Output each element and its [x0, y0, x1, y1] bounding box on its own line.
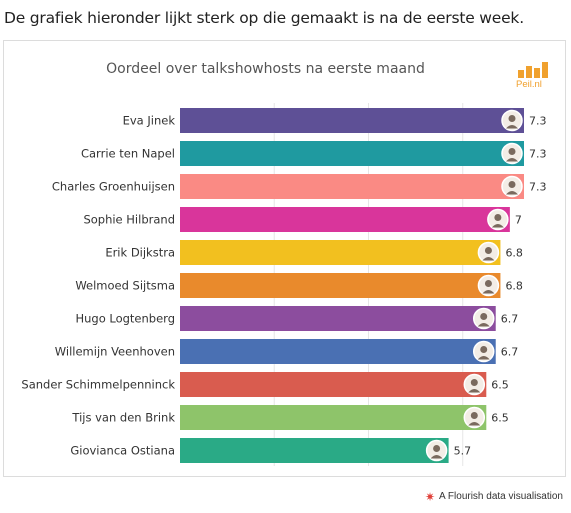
- flourish-credit[interactable]: ✷ A Flourish data visualisation: [424, 489, 563, 504]
- host-avatar-icon: [463, 406, 486, 429]
- category-label: Charles Groenhuijsen: [52, 180, 175, 194]
- category-label: Hugo Logtenberg: [75, 312, 175, 326]
- category-label: Sophie Hilbrand: [83, 213, 175, 227]
- host-avatar-icon: [472, 307, 495, 330]
- flourish-credit-text: A Flourish data visualisation: [439, 491, 563, 502]
- value-label: 7.3: [529, 181, 547, 194]
- host-avatar-icon: [477, 274, 500, 297]
- category-label: Welmoed Sijtsma: [75, 279, 175, 293]
- bar: [180, 108, 524, 133]
- peil-logo-text: Peil.nl: [516, 79, 542, 90]
- bar: [180, 339, 496, 364]
- peil-logo[interactable]: Peil.nl: [516, 62, 550, 92]
- bar: [180, 207, 510, 232]
- category-label: Giovianca Ostiana: [70, 444, 175, 458]
- value-label: 7.3: [529, 148, 547, 161]
- chart-title: Oordeel over talkshowhosts na eerste maa…: [106, 61, 425, 77]
- host-avatar-icon: [487, 208, 509, 231]
- value-label: 6.8: [505, 247, 523, 260]
- value-label: 7.3: [529, 115, 547, 128]
- value-label: 6.7: [501, 313, 519, 326]
- category-label: Erik Dijkstra: [105, 246, 175, 260]
- intro-text: De grafiek hieronder lijkt sterk op die …: [4, 9, 524, 27]
- host-avatar-icon: [472, 340, 495, 363]
- value-label: 6.5: [491, 412, 509, 425]
- bar: [180, 306, 496, 331]
- bar: [180, 174, 524, 199]
- bars: Eva Jinek 7.3 Carrie ten Napel 7.3 Charles G…: [21, 108, 547, 463]
- bar: [180, 405, 487, 430]
- bar: [180, 273, 501, 298]
- host-avatar-icon: [501, 175, 523, 198]
- category-label: Carrie ten Napel: [81, 147, 175, 161]
- value-label: 6.5: [491, 379, 509, 392]
- bar: [180, 372, 487, 397]
- flourish-asterisk-icon: ✷: [424, 489, 436, 504]
- value-label: 5.7: [454, 445, 472, 458]
- bar: [180, 240, 501, 265]
- host-avatar-icon: [501, 109, 523, 132]
- bar: [180, 438, 449, 463]
- bar: [180, 141, 524, 166]
- value-label: 6.7: [501, 346, 519, 359]
- host-avatar-icon: [425, 439, 448, 462]
- value-label: 7: [515, 214, 522, 227]
- host-avatar-icon: [501, 142, 523, 165]
- host-avatar-icon: [463, 373, 486, 396]
- category-label: Willemijn Veenhoven: [55, 345, 175, 359]
- value-label: 6.8: [505, 280, 523, 293]
- category-label: Tijs van den Brink: [71, 411, 175, 425]
- category-label: Eva Jinek: [123, 114, 176, 128]
- category-label: Sander Schimmelpenninck: [21, 378, 175, 392]
- host-avatar-icon: [477, 241, 500, 264]
- peil-logo-bars-icon: [516, 62, 550, 78]
